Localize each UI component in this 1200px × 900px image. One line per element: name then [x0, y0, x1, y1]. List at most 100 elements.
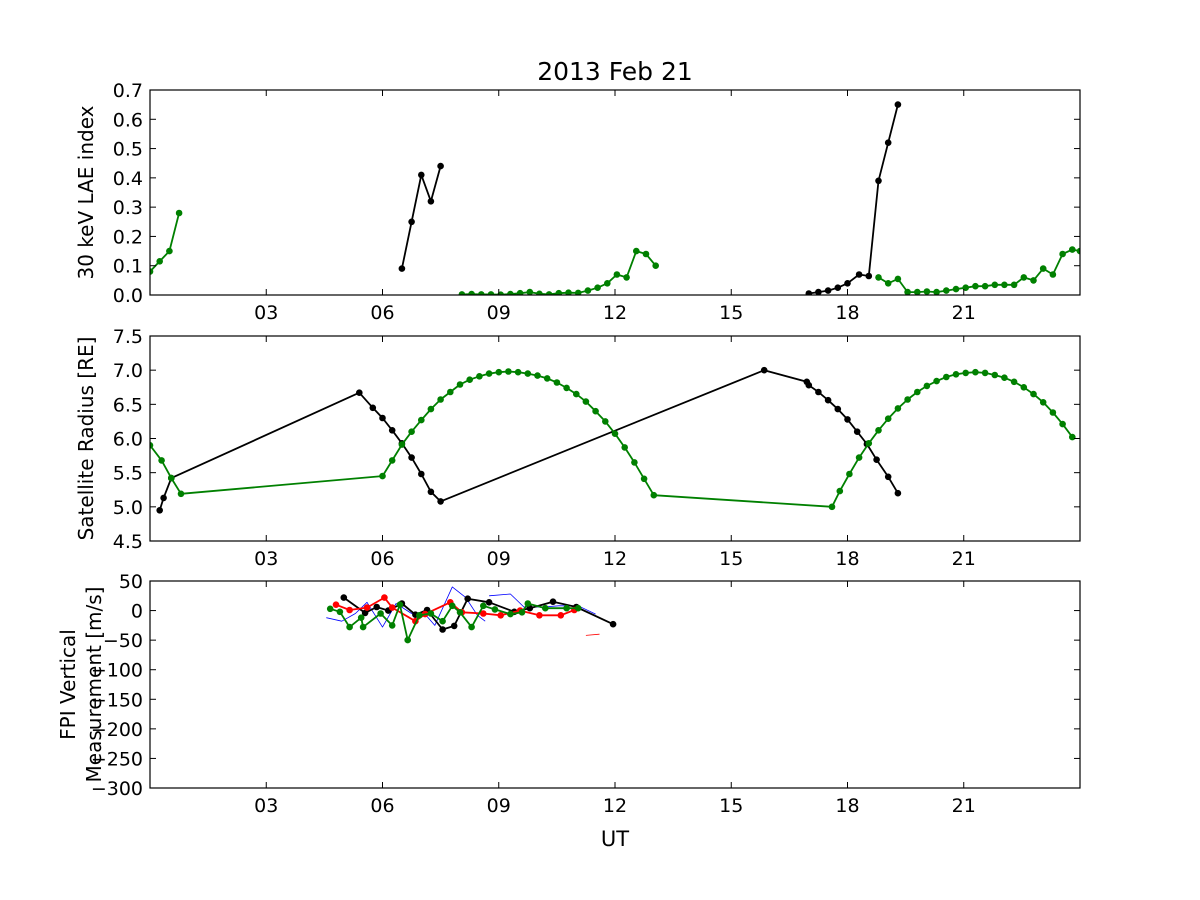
x-tick-label: 15 — [719, 548, 743, 570]
data-point — [594, 284, 601, 292]
data-point — [505, 368, 512, 375]
data-point — [933, 377, 940, 385]
data-point — [563, 604, 570, 612]
data-point — [150, 268, 154, 275]
data-point — [437, 498, 444, 505]
data-point — [439, 617, 446, 625]
data-point — [981, 369, 989, 377]
data-point — [458, 291, 466, 295]
y-tick-label: 0.6 — [113, 109, 143, 131]
data-point — [952, 285, 960, 293]
data-point — [609, 620, 617, 628]
data-point — [456, 609, 464, 616]
data-point — [416, 612, 423, 619]
y-tick-label: 0.5 — [113, 139, 143, 161]
data-point — [398, 441, 406, 448]
panel-satellite-radius: 03 06 09 12 15 18 21 4.5 5.0 5.5 6.0 6.5 7.0 7.5 Satel… — [74, 326, 1081, 570]
data-point — [536, 290, 543, 295]
x-axis-label: UT — [601, 827, 629, 851]
data-point — [427, 405, 435, 413]
data-point — [943, 287, 950, 294]
data-point — [545, 291, 553, 295]
data-point — [894, 101, 902, 108]
data-point — [623, 274, 630, 281]
x-tick-label: 06 — [370, 302, 394, 324]
series-1 — [585, 633, 600, 636]
y-axis-label: 30 keV LAE index — [74, 105, 98, 279]
series-4 — [326, 600, 582, 644]
data-point — [894, 489, 902, 497]
y-tick-label: 0.1 — [113, 256, 143, 278]
data-point — [824, 396, 832, 404]
plot-data — [150, 366, 1076, 514]
data-point — [464, 595, 472, 602]
data-point — [478, 291, 485, 295]
data-point — [524, 600, 532, 607]
data-point — [1030, 277, 1037, 284]
data-point — [574, 289, 582, 295]
data-point — [408, 428, 415, 436]
data-point — [884, 139, 892, 146]
data-point — [894, 405, 902, 412]
y-tick-label: −300 — [91, 778, 143, 800]
data-point — [640, 475, 648, 483]
data-point — [373, 603, 381, 611]
y-tick-label: −150 — [91, 689, 143, 711]
data-point — [584, 287, 592, 294]
y-tick-label: 0.0 — [113, 285, 143, 307]
data-point — [834, 405, 842, 413]
data-point — [923, 288, 931, 295]
data-point — [388, 427, 396, 434]
data-point — [836, 487, 844, 495]
data-point — [846, 470, 853, 478]
data-point — [602, 418, 609, 425]
data-point — [855, 271, 863, 278]
data-point — [361, 609, 369, 617]
data-point — [549, 598, 557, 605]
data-point — [1020, 274, 1028, 281]
series-0-line-1 — [808, 104, 899, 295]
figure-title: 2013 Feb 21 — [537, 57, 693, 86]
data-point — [485, 370, 493, 377]
data-point — [1059, 420, 1066, 428]
data-point — [524, 370, 532, 377]
series-1-line-2 — [878, 248, 1080, 294]
data-point — [553, 379, 561, 386]
data-point — [875, 427, 882, 434]
data-point — [404, 636, 412, 644]
data-point — [507, 290, 514, 295]
plot-data — [150, 101, 1080, 295]
x-tick-label: 15 — [719, 302, 743, 324]
data-point — [1069, 433, 1076, 441]
data-point — [894, 275, 902, 283]
y-tick-label: 0.7 — [113, 80, 143, 102]
data-point — [447, 388, 454, 396]
y-axis-label-line: Satellite Radius [RE] — [74, 337, 98, 541]
data-point — [1049, 271, 1057, 278]
data-point — [427, 198, 435, 205]
data-point — [991, 281, 999, 289]
data-point — [1049, 409, 1057, 416]
data-point — [168, 474, 175, 482]
y-tick-label: −50 — [103, 630, 143, 652]
data-point — [573, 390, 580, 398]
y-axis-label: Satellite Radius [RE] — [74, 337, 98, 541]
data-point — [418, 171, 425, 179]
data-point — [377, 610, 384, 617]
y-axis-label-line: 30 keV LAE index — [74, 105, 98, 279]
data-point — [326, 605, 334, 613]
x-tick-label: 12 — [603, 302, 627, 324]
data-point — [487, 291, 495, 295]
data-point — [828, 503, 836, 511]
x-tick-label: 03 — [254, 302, 278, 324]
data-point — [631, 459, 638, 466]
data-point — [1001, 281, 1008, 289]
x-tick-label: 09 — [487, 795, 511, 817]
y-tick-label: 50 — [119, 571, 143, 593]
x-tick-label: 15 — [719, 795, 743, 817]
data-point — [175, 209, 183, 217]
data-point — [468, 623, 475, 631]
data-point — [904, 396, 911, 403]
